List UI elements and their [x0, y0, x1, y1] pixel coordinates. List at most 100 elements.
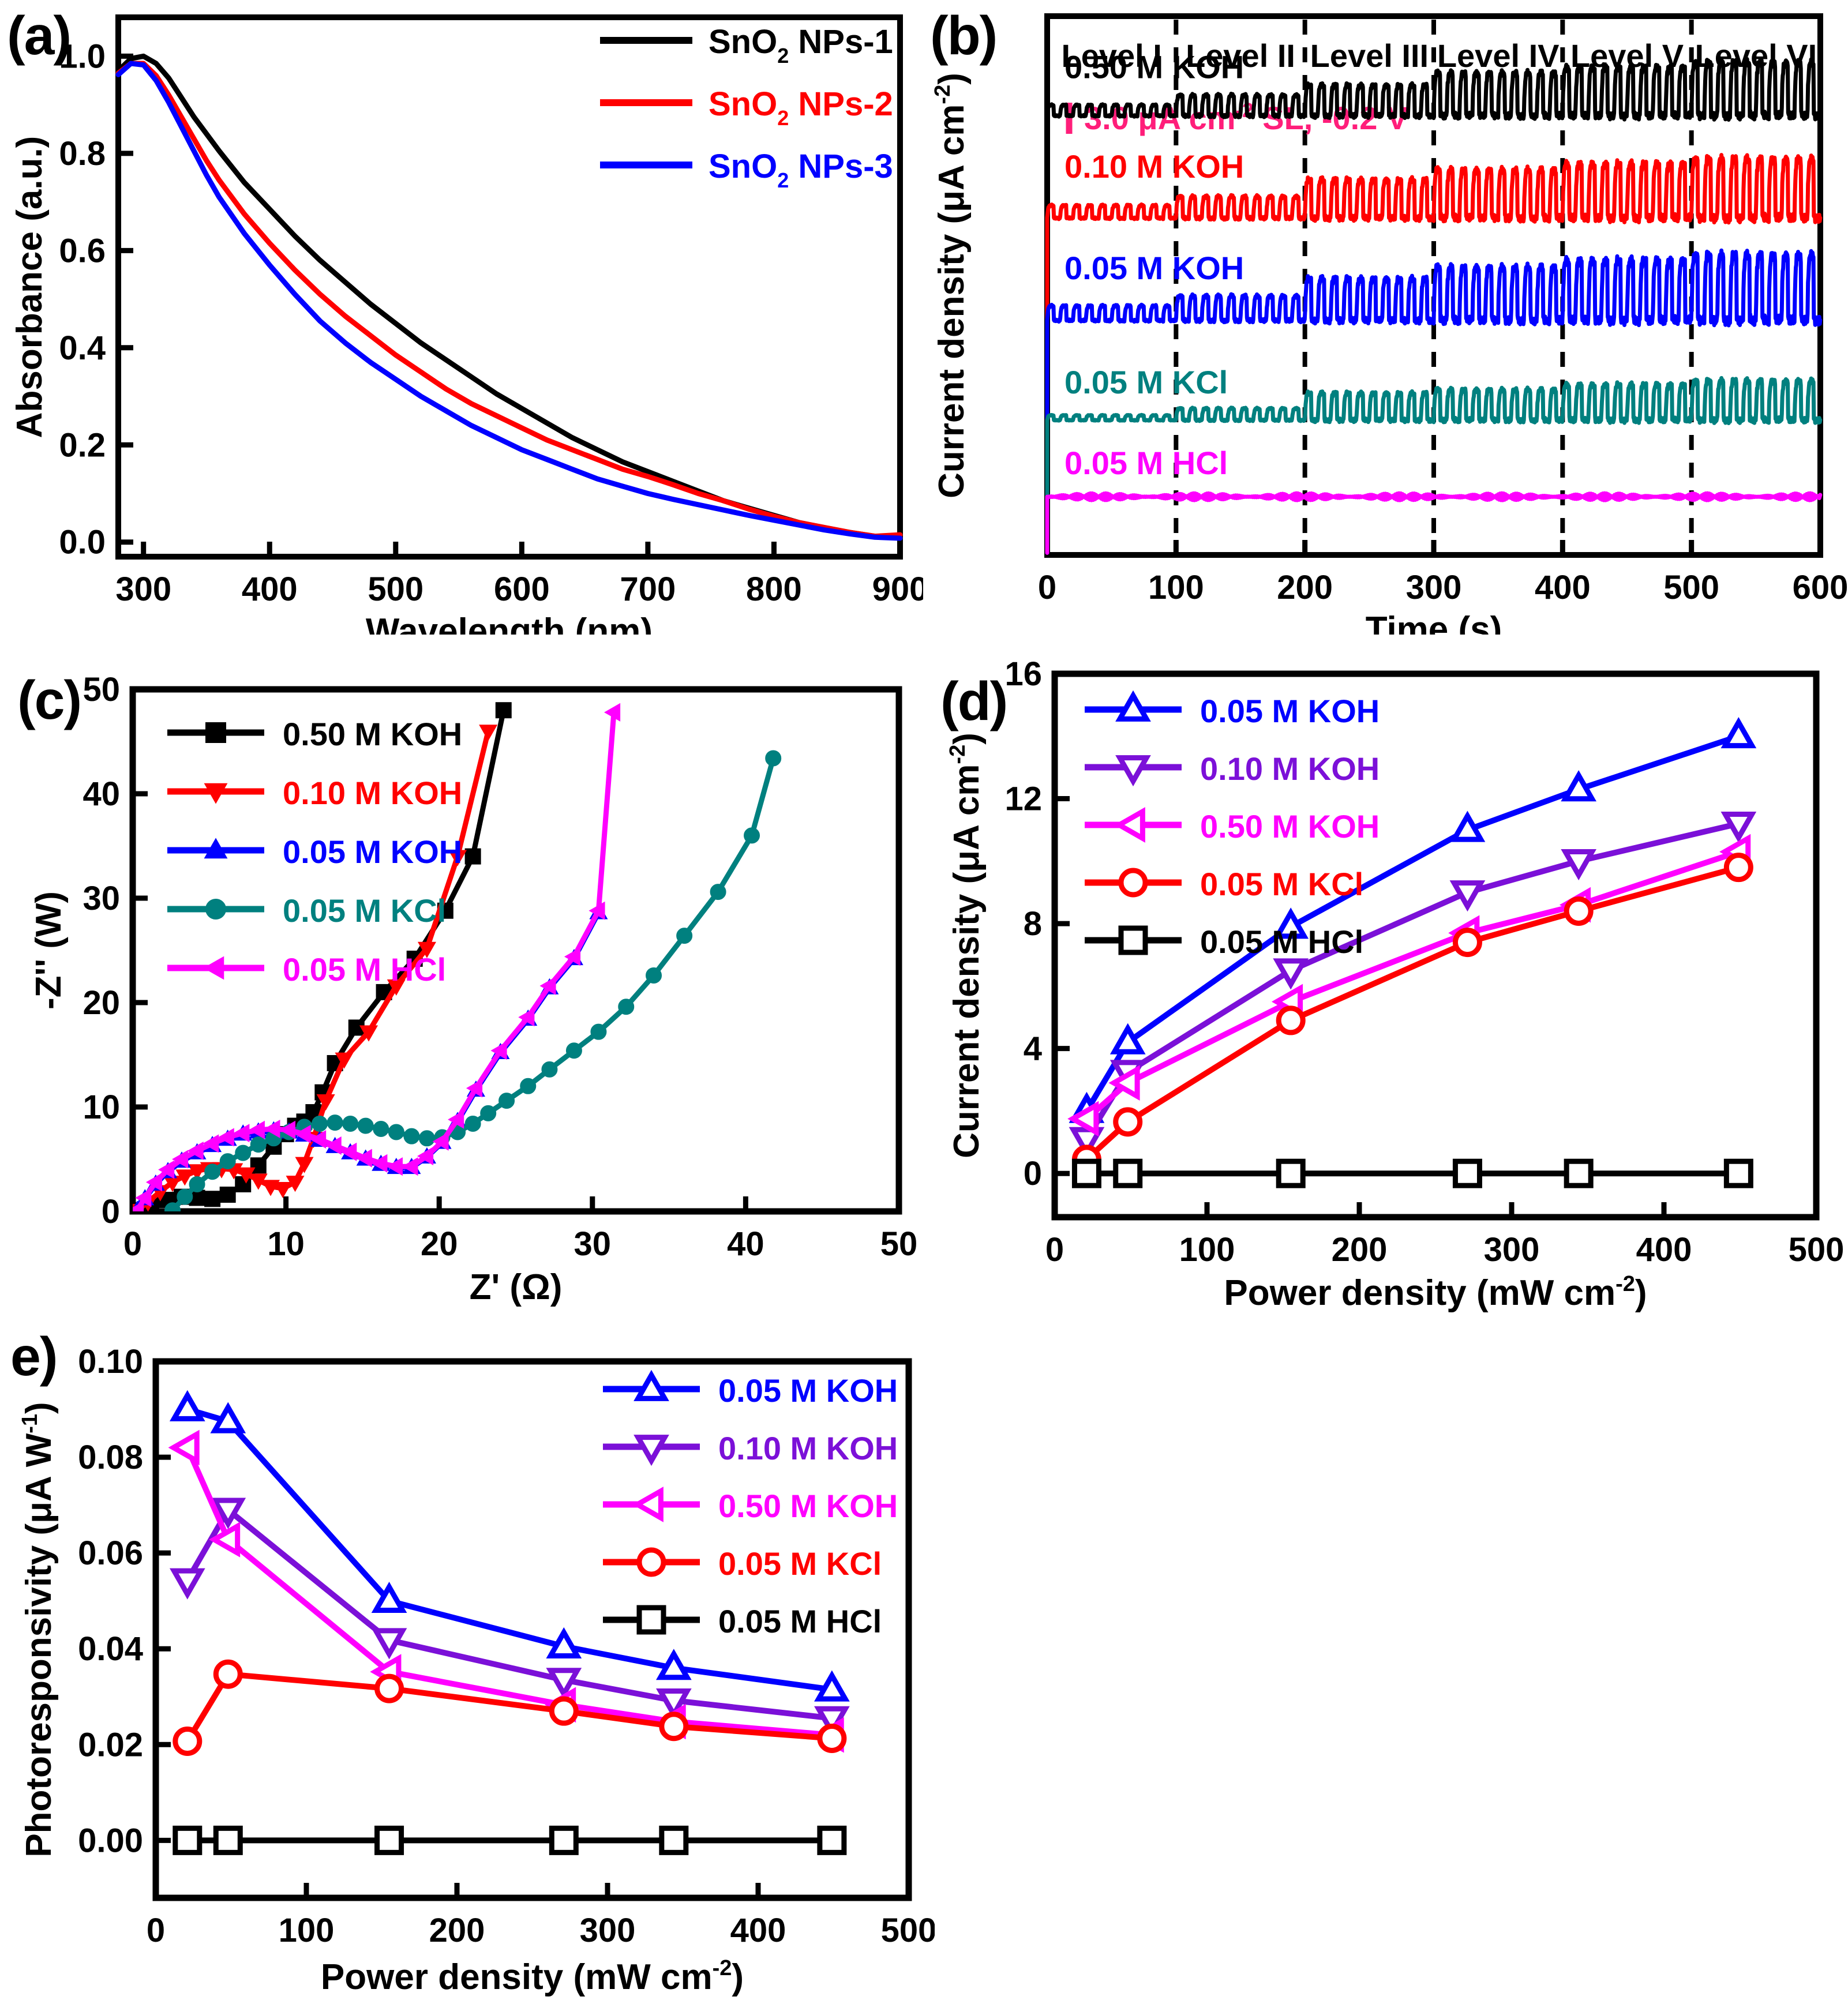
x-axis-title: Power density (mW cm-2): [321, 1956, 744, 1997]
panel-a: (a) 300 400 500 600 700 800 900 0.0 0.2 0.4 0.6 0.8…: [0, 0, 923, 635]
data-point-circle: [177, 1188, 193, 1205]
x-tick-label: 500: [1789, 1231, 1845, 1269]
data-point-triangle-left: [310, 1130, 327, 1149]
legend-label: 0.05 M KOH: [1200, 693, 1380, 729]
legend-label: 0.05 M HCl: [1200, 924, 1363, 960]
y-tick-label: 0.02: [78, 1726, 143, 1763]
panel-c: (c) 0 10 20 30 40 50 0 10 20 30 40 50 Z' (Ω) -Z'' (W)…: [0, 635, 923, 1315]
data-point-square: [817, 1825, 847, 1855]
series-line-0.10 M KOH: [1084, 820, 1742, 1142]
data-point-triangle-left: [145, 1173, 162, 1192]
data-point-triangle-left: [539, 977, 556, 996]
y-tick-label: 4: [1024, 1030, 1042, 1068]
series-line-0.05 M KCl: [1045, 376, 1823, 555]
data-point-triangle-left: [172, 1150, 189, 1169]
x-tick-label: 500: [1663, 569, 1719, 606]
data-point-triangle-left: [218, 1128, 234, 1147]
data-point-circle: [498, 1093, 515, 1109]
x-tick-label: 900: [872, 571, 923, 608]
panel-c-label: (c): [17, 670, 82, 731]
y-tick-label: 0.06: [78, 1534, 143, 1572]
data-point-triangle-left: [1067, 1101, 1099, 1137]
panel-d-label: (d): [940, 671, 1008, 732]
panel-d: (d) 0 100 200 300 400 500 0 4 8 12 16 Power density…: [923, 635, 1848, 1315]
data-point-square: [1564, 1158, 1594, 1188]
data-point-triangle-left: [133, 1201, 144, 1211]
x-tick-label: 800: [746, 571, 802, 608]
panel-b: (b) 0 100 200 300 400 500 600 Time (s) Current d…: [923, 0, 1848, 635]
data-point-circle: [520, 1078, 537, 1094]
series-line-0.10 M KOH: [1045, 153, 1823, 555]
level-header-1: Level I: [1062, 37, 1162, 74]
data-point-circle: [710, 884, 726, 900]
series-label-0.05 M KCl: 0.05 M KCl: [1064, 364, 1228, 400]
data-point-triangle-left: [279, 1120, 296, 1139]
data-point-circle: [1564, 896, 1594, 926]
legend-label: 0.50 M KOH: [1200, 808, 1380, 845]
y-tick-label: 0.10: [78, 1343, 143, 1380]
data-point-circle: [1276, 1005, 1306, 1035]
data-point-triangle-left: [294, 1125, 311, 1144]
data-point-circle: [590, 1023, 607, 1040]
x-tick-label: 20: [421, 1225, 458, 1263]
data-point-square: [1276, 1158, 1306, 1188]
data-point-triangle-left: [248, 1120, 265, 1139]
x-axis-title: Power density (mW cm-2): [1224, 1272, 1647, 1313]
x-tick-label: 0: [1045, 1231, 1064, 1269]
y-tick-label: 8: [1024, 905, 1042, 943]
data-point-circle: [250, 1136, 267, 1153]
series-label-0.05 M HCl: 0.05 M HCl: [1064, 445, 1228, 481]
legend-label: 0.50 M KOH: [718, 1488, 898, 1524]
data-point-triangle-down: [335, 1052, 354, 1069]
data-point-circle: [373, 1121, 389, 1138]
x-tick-label: 40: [727, 1225, 764, 1263]
x-tick-label: 100: [1179, 1231, 1235, 1269]
legend-label: 0.10 M KOH: [1200, 750, 1380, 787]
data-point-circle: [765, 750, 782, 767]
panel-b-plot: 0 100 200 300 400 500 600 Time (s) Current densi…: [931, 13, 1848, 635]
data-point-triangle-down: [175, 1169, 194, 1186]
data-point-triangle-up: [1109, 1023, 1146, 1054]
y-tick-label: 0: [102, 1193, 120, 1230]
x-tick-label: 200: [1277, 569, 1333, 606]
data-point-triangle-down: [448, 850, 467, 866]
series-line-0.50 M KOH: [184, 1444, 835, 1738]
data-point-circle: [205, 899, 226, 920]
data-point-triangle-down: [634, 1435, 669, 1466]
legend-label: 0.10 M KOH: [718, 1430, 898, 1466]
data-point-triangle-down: [210, 1498, 246, 1529]
y-tick-label: 0: [1024, 1155, 1042, 1192]
data-point-circle: [189, 1176, 205, 1192]
legend-label: 0.05 M HCl: [718, 1603, 882, 1639]
data-point-triangle-left: [632, 1487, 664, 1522]
data-point-square: [1723, 1158, 1753, 1188]
level-header-2: Level II: [1186, 37, 1295, 74]
y-tick-label: 0.4: [59, 329, 106, 367]
data-point-circle: [342, 1115, 359, 1132]
x-tick-label: 0: [123, 1225, 142, 1263]
data-point-square: [213, 1825, 243, 1855]
legend-label: 0.05 M KCl: [1200, 866, 1363, 902]
data-point-triangle-up: [546, 1627, 582, 1658]
y-tick-label: 0.04: [78, 1630, 143, 1668]
data-point-triangle-down: [655, 1688, 692, 1720]
data-point-triangle-up: [204, 838, 228, 859]
series-line-0.05 M KCl: [1084, 864, 1742, 1162]
data-point-triangle-left: [264, 1119, 280, 1139]
data-point-circle: [480, 1105, 497, 1121]
y-axis-title: Absorbance (a.u.): [10, 136, 50, 438]
data-point-triangle-down: [359, 1025, 378, 1042]
level-header-4: Level IV: [1437, 37, 1560, 74]
data-point-triangle-up: [1720, 717, 1757, 749]
data-point-square: [1113, 1158, 1143, 1188]
legend-label: 0.05 M KOH: [718, 1372, 898, 1409]
x-tick-label: 300: [1406, 569, 1462, 606]
panel-e-plot: 0 100 200 300 400 500 0.00 0.02 0.04 0.06 0.08 0.10…: [18, 1343, 935, 1997]
x-tick-label: 100: [1148, 569, 1204, 606]
data-point-circle: [744, 827, 760, 844]
data-point-square: [464, 848, 481, 865]
plot-frame: [152, 1358, 912, 1901]
data-point-square: [205, 722, 226, 743]
series-line-0.05 M KOH: [1045, 248, 1823, 555]
data-point-triangle-up: [634, 1369, 669, 1401]
